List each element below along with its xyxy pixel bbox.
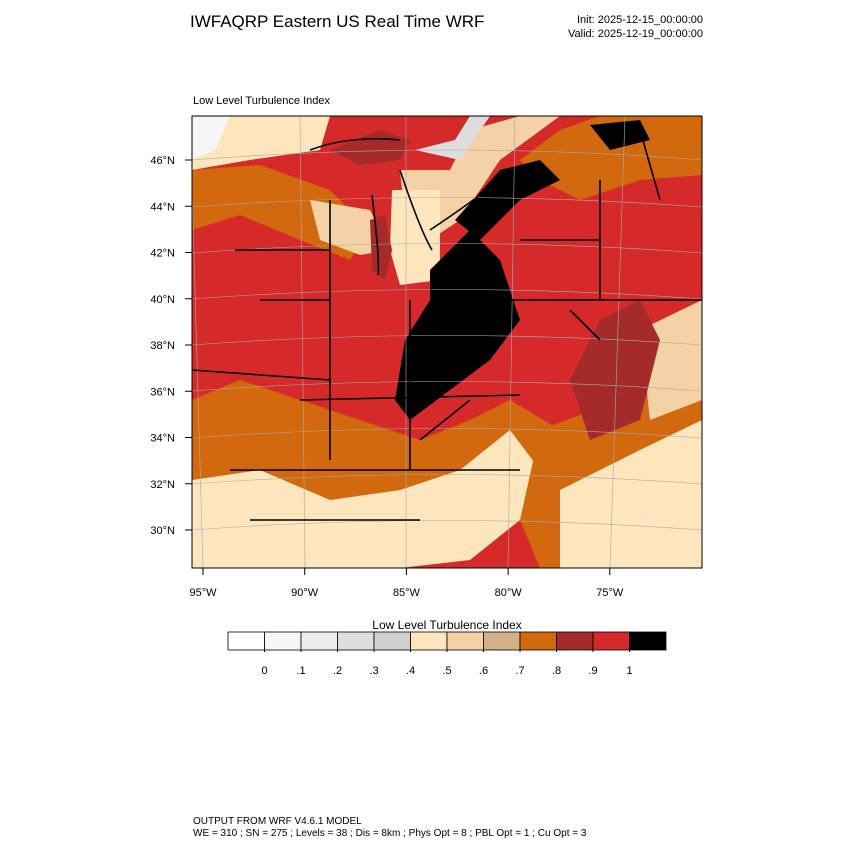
colorbar-tick-label: .7 bbox=[515, 665, 524, 677]
lat-label: 40°N bbox=[150, 294, 175, 306]
colorbar-tick-label: .3 bbox=[369, 665, 378, 677]
lon-label: 80°W bbox=[495, 587, 523, 599]
colorbar-box bbox=[446, 631, 484, 651]
graticule bbox=[192, 116, 702, 568]
borders bbox=[192, 129, 702, 521]
map-title: Low Level Turbulence Index bbox=[193, 95, 330, 107]
colorbar-tick-label: .8 bbox=[552, 665, 561, 677]
lat-label: 44°N bbox=[150, 201, 175, 213]
colorbar-tick-label: .9 bbox=[588, 665, 597, 677]
colorbar-title: Low Level Turbulence Index bbox=[372, 618, 521, 632]
lon-label: 75°W bbox=[596, 587, 624, 599]
colorbar-tick-label: .2 bbox=[333, 665, 342, 677]
colorbar-box bbox=[483, 631, 521, 651]
colorbar-tick-label: .1 bbox=[296, 665, 305, 677]
colorbar-tick-label: .5 bbox=[442, 665, 451, 677]
lon-label: 85°W bbox=[393, 587, 421, 599]
init-time: Init: 2025-12-15_00:00:00 bbox=[577, 14, 703, 26]
colorbar-tick-label: .4 bbox=[406, 665, 415, 677]
colorbar-box bbox=[227, 631, 265, 651]
colorbar-box bbox=[264, 631, 302, 651]
colorbar-tick-label: 0 bbox=[261, 665, 267, 677]
map-field bbox=[192, 116, 702, 568]
colorbar-tick-label: .6 bbox=[479, 665, 488, 677]
map-frame bbox=[191, 115, 703, 569]
lat-label: 34°N bbox=[150, 433, 175, 445]
lon-label: 95°W bbox=[189, 587, 217, 599]
colorbar-box bbox=[337, 631, 375, 651]
colorbar-box bbox=[556, 631, 594, 651]
title: IWFAQRP Eastern US Real Time WRF bbox=[190, 12, 484, 31]
lat-label: 32°N bbox=[150, 479, 175, 491]
footer-line: OUTPUT FROM WRF V4.6.1 MODEL bbox=[193, 816, 362, 827]
colorbar-box bbox=[410, 631, 448, 651]
colorbar-box bbox=[300, 631, 338, 651]
colorbar-box bbox=[592, 631, 630, 651]
lat-label: 38°N bbox=[150, 340, 175, 352]
colorbar-box bbox=[629, 631, 667, 651]
lat-label: 30°N bbox=[150, 525, 175, 537]
lon-label: 90°W bbox=[291, 587, 319, 599]
colorbar-box bbox=[373, 631, 411, 651]
footer-line: WE = 310 ; SN = 275 ; Levels = 38 ; Dis … bbox=[193, 828, 587, 839]
lat-label: 42°N bbox=[150, 248, 175, 260]
lat-label: 46°N bbox=[150, 155, 175, 167]
lat-label: 36°N bbox=[150, 386, 175, 398]
colorbar-tick-label: 1 bbox=[626, 665, 632, 677]
valid-time: Valid: 2025-12-19_00:00:00 bbox=[568, 28, 703, 40]
colorbar-box bbox=[519, 631, 557, 651]
